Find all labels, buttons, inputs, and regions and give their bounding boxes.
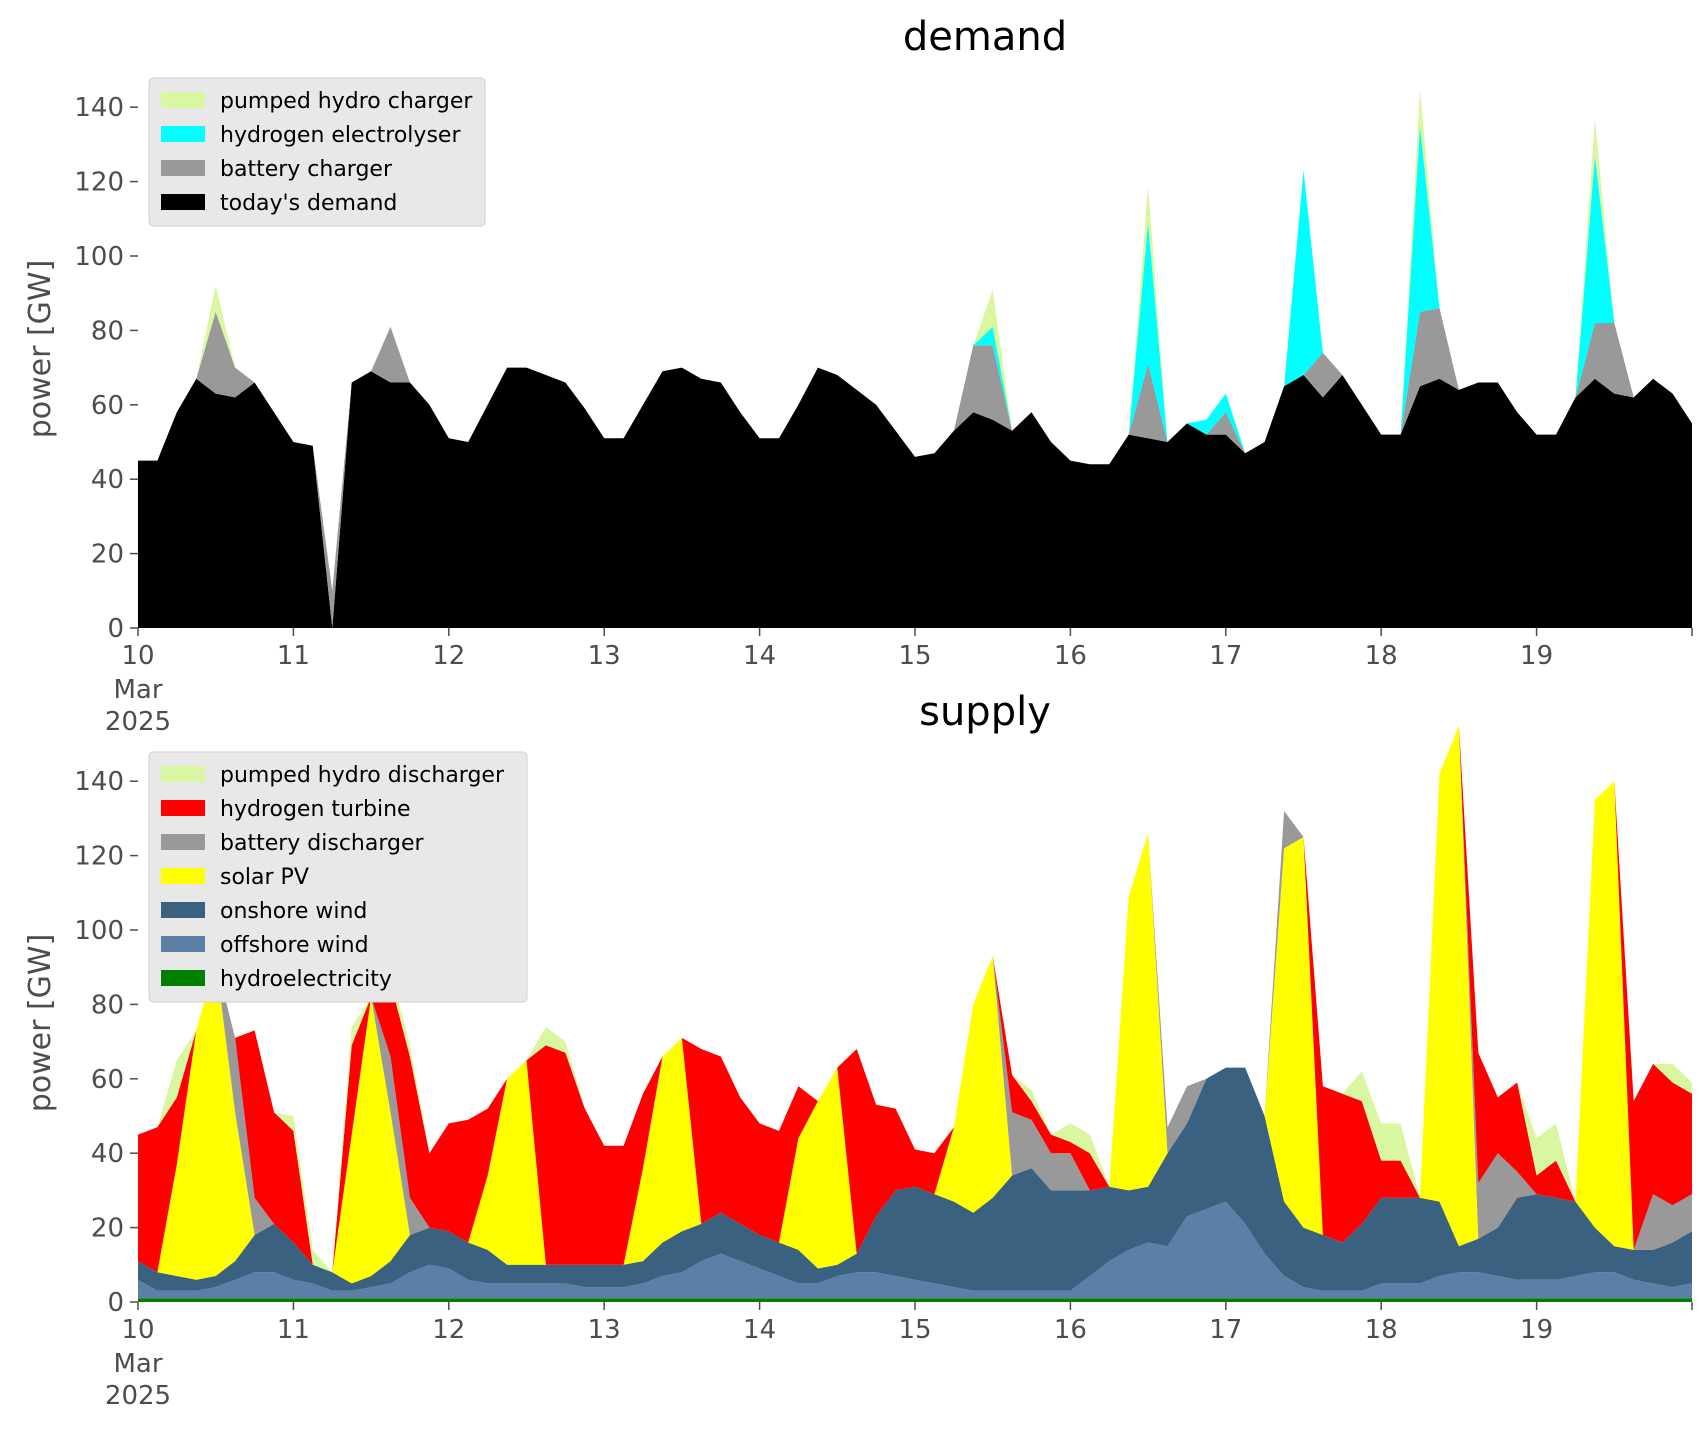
y-tick-label: 120 (74, 842, 124, 872)
y-tick-label: 0 (107, 1288, 124, 1318)
x-tick-label: 18 (1365, 641, 1398, 671)
y-tick-label: 60 (91, 391, 124, 421)
series-area-onshore-wind (138, 1067, 1692, 1291)
legend-entry: battery charger (220, 157, 393, 182)
x-tick-label: 15 (898, 641, 931, 671)
x-tick-label: 15 (898, 1315, 931, 1345)
x-tick-label: 12 (432, 1315, 465, 1345)
x-tick-sublabel: Mar (113, 1349, 162, 1379)
legend-entry: offshore wind (220, 933, 369, 958)
legend-swatch (161, 194, 205, 210)
legend-swatch (161, 126, 205, 142)
y-tick-label: 120 (74, 168, 124, 198)
legend-swatch (161, 160, 205, 176)
x-tick-label: 16 (1054, 641, 1087, 671)
y-tick-label: 0 (107, 614, 124, 644)
y-tick-label: 40 (91, 1139, 124, 1169)
x-tick-label: 10 (121, 641, 154, 671)
legend-swatch (161, 834, 205, 850)
x-tick-label: 10 (121, 1315, 154, 1345)
legend-entry: battery discharger (220, 831, 425, 856)
y-tick-label: 20 (91, 540, 124, 570)
legend-entry: hydrogen turbine (220, 797, 411, 822)
x-tick-label: 13 (588, 641, 621, 671)
series-area-hydroelectricity (138, 1298, 1692, 1302)
x-tick-label: 13 (588, 1315, 621, 1345)
x-tick-label: 18 (1365, 1315, 1398, 1345)
y-tick-label: 100 (74, 916, 124, 946)
y-tick-label: 140 (74, 93, 124, 123)
legend-entry: today's demand (220, 191, 397, 216)
x-tick-label: 17 (1209, 641, 1242, 671)
legend-entry: pumped hydro discharger (220, 763, 505, 788)
legend-entry: onshore wind (220, 899, 367, 924)
y-tick-label: 40 (91, 465, 124, 495)
y-axis-label: power [GW] (23, 934, 58, 1113)
y-tick-label: 80 (91, 316, 124, 346)
y-tick-label: 20 (91, 1214, 124, 1244)
legend-box (148, 751, 528, 1003)
x-tick-sublabel: Mar (113, 675, 162, 705)
y-axis-label: power [GW] (23, 260, 58, 439)
x-tick-label: 14 (743, 641, 776, 671)
legend-swatch (161, 936, 205, 952)
legend-swatch (161, 868, 205, 884)
series-area-offshore-wind (138, 1201, 1692, 1299)
legend-swatch (161, 800, 205, 816)
series-area-hydrogen-electrolyser (138, 125, 1692, 591)
legend-entry: hydrogen electrolyser (220, 123, 461, 148)
legend-entry: pumped hydro charger (220, 89, 473, 114)
series-area-hydrogen-turbine (138, 725, 1692, 1273)
x-tick-label: 11 (277, 1315, 310, 1345)
x-tick-label: 17 (1209, 1315, 1242, 1345)
x-tick-sublabel: 2025 (105, 707, 171, 737)
x-tick-label: 19 (1520, 641, 1553, 671)
x-tick-label: 19 (1520, 1315, 1553, 1345)
legend-swatch (161, 902, 205, 918)
legend-entry: hydroelectricity (220, 967, 392, 992)
legend-box (148, 77, 486, 227)
chart-title: supply (919, 689, 1051, 735)
x-tick-label: 11 (277, 641, 310, 671)
x-tick-label: 12 (432, 641, 465, 671)
legend-entry: solar PV (220, 865, 309, 890)
y-tick-label: 140 (74, 767, 124, 797)
series-area-today-s-demand (138, 367, 1692, 628)
x-tick-label: 16 (1054, 1315, 1087, 1345)
y-tick-label: 100 (74, 242, 124, 272)
y-tick-label: 60 (91, 1065, 124, 1095)
legend-swatch (161, 970, 205, 986)
panel-demand: demand power [GW] 0 20 40 60 80 100 120 140 10 Mar2… (23, 14, 1693, 737)
x-tick-label: 14 (743, 1315, 776, 1345)
y-tick-label: 80 (91, 990, 124, 1020)
legend-swatch (161, 92, 205, 108)
x-tick-sublabel: 2025 (105, 1381, 171, 1411)
series-area-solar-pv (138, 725, 1692, 1284)
chart-title: demand (903, 14, 1067, 60)
legend-swatch (161, 766, 205, 782)
